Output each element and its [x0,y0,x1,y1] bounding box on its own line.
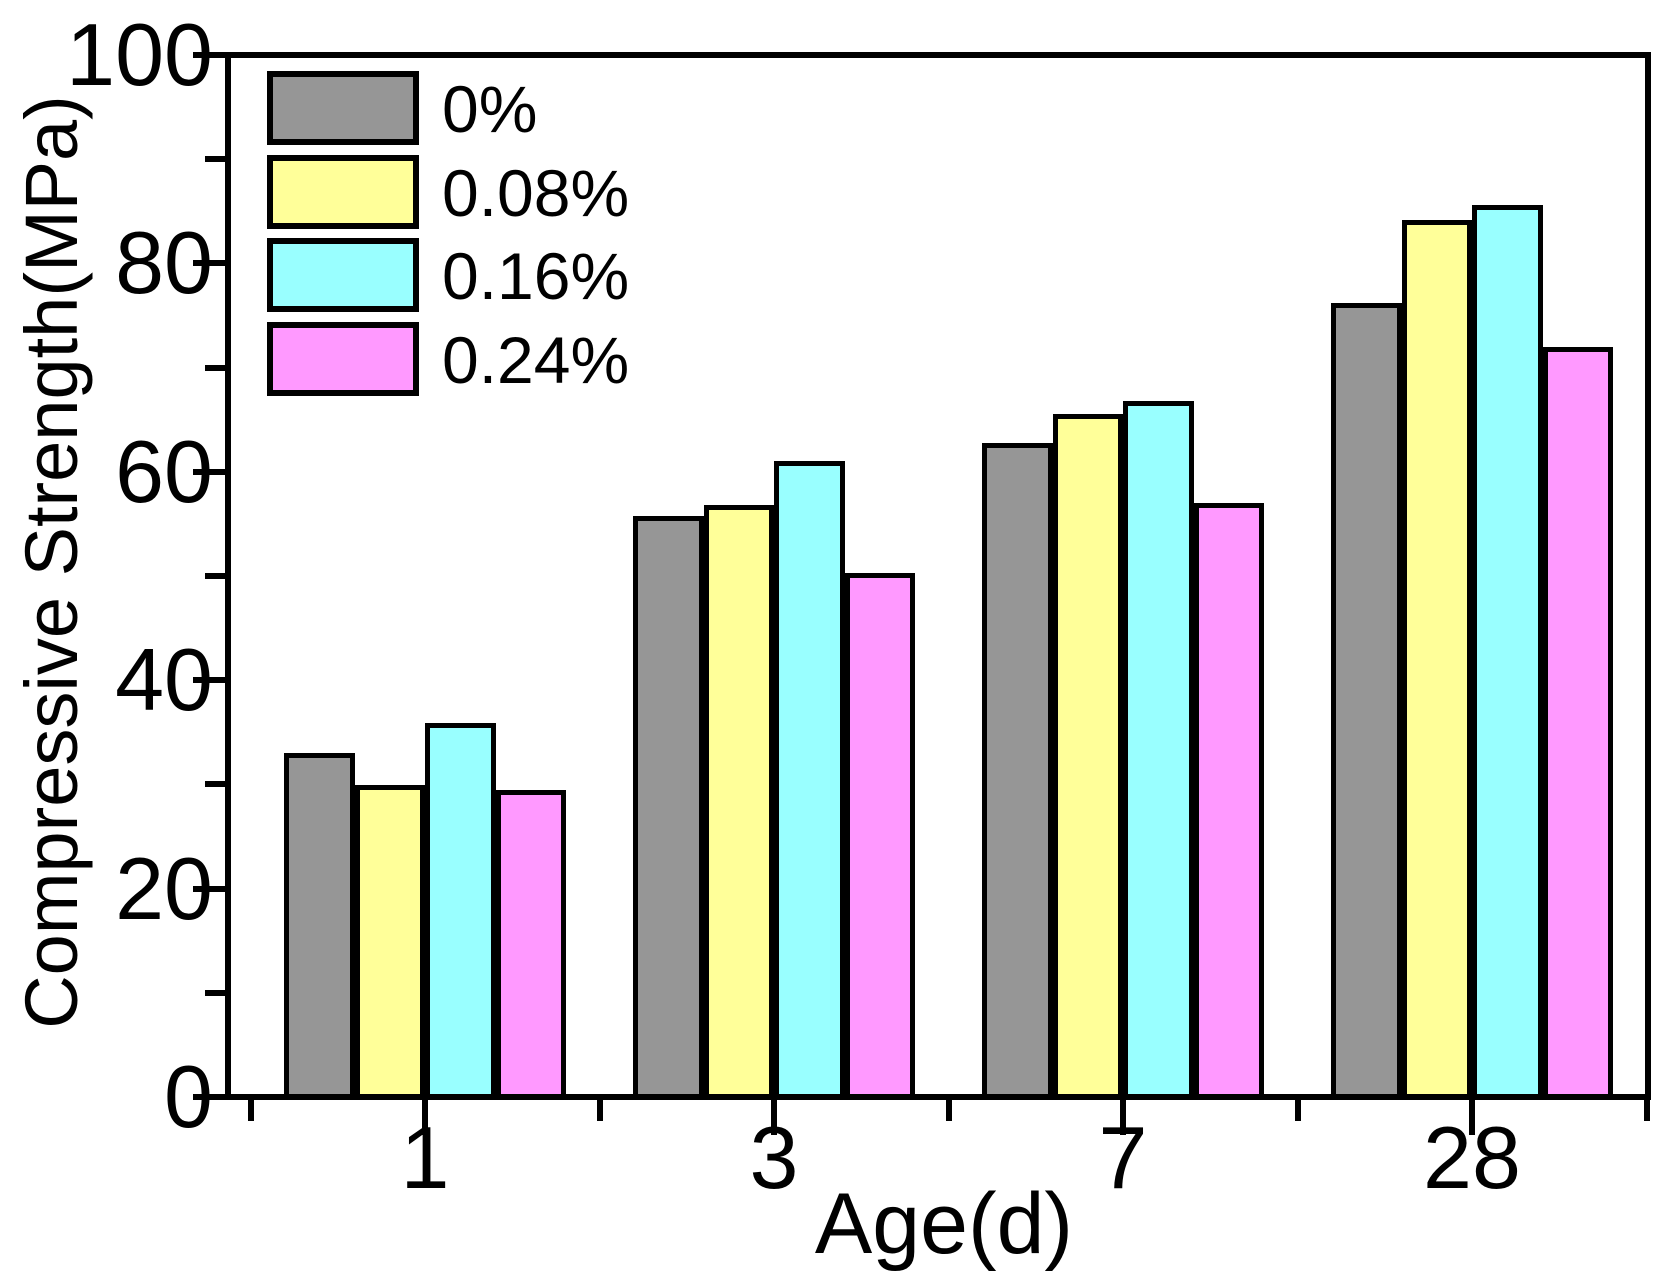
x-minor-tick [596,1100,603,1121]
bar-series-0-cat-1 [633,515,704,1100]
y-tick-label: 20 [115,838,213,938]
bar-series-2-cat-3 [1472,205,1543,1100]
legend-label-1: 0.08% [442,155,630,230]
bar-series-1-cat-3 [1401,219,1472,1100]
bar-series-2-cat-2 [1123,400,1194,1100]
x-minor-tick [1643,1100,1650,1121]
bar-series-0-cat-2 [982,442,1053,1100]
y-tick-label: 40 [115,630,213,730]
y-major-tick [193,885,225,892]
x-major-tick [771,1100,777,1135]
legend-swatch-0 [267,71,419,145]
y-minor-tick [205,156,225,163]
y-minor-tick [205,573,225,579]
x-major-tick [1120,1100,1126,1135]
y-major-tick [193,1094,225,1100]
bar-series-1-cat-2 [1052,414,1123,1100]
y-tick-label: 0 [164,1047,213,1146]
x-axis-title: Age(d) [814,1176,1074,1272]
y-minor-tick [205,781,225,788]
y-major-tick [193,468,225,475]
x-tick-label: 3 [749,1108,799,1207]
y-tick-label: 60 [115,421,213,521]
legend-label-3: 0.24% [442,322,630,397]
x-major-tick [422,1100,428,1135]
legend-label-0: 0% [442,72,538,146]
x-minor-tick [1294,1100,1301,1121]
y-major-tick [193,52,225,58]
x-minor-tick [945,1100,952,1121]
x-tick-label: 7 [1098,1108,1148,1207]
bar-series-3-cat-3 [1542,346,1613,1100]
bar-series-2-cat-1 [774,461,845,1100]
y-tick-label: 100 [66,5,213,104]
legend-swatch-2 [267,238,419,313]
x-tick-label: 1 [400,1108,450,1207]
y-minor-tick [205,989,225,996]
bar-series-3-cat-2 [1193,503,1264,1100]
x-major-tick [1469,1100,1475,1135]
legend-swatch-3 [267,321,419,396]
bar-series-3-cat-1 [844,572,915,1100]
bar-series-0-cat-0 [284,753,355,1100]
legend-label-2: 0.16% [442,239,630,314]
bar-series-3-cat-0 [495,789,566,1100]
bar-series-0-cat-3 [1331,302,1402,1100]
x-tick-label: 28 [1423,1108,1521,1207]
bar-series-1-cat-1 [703,505,774,1100]
y-minor-tick [205,364,225,371]
x-minor-tick [247,1100,254,1121]
legend-swatch-1 [267,154,419,229]
y-major-tick [193,260,225,267]
bar-series-1-cat-0 [354,785,425,1100]
y-tick-label: 80 [115,213,213,313]
y-major-tick [193,677,225,684]
bar-series-2-cat-0 [425,722,496,1100]
